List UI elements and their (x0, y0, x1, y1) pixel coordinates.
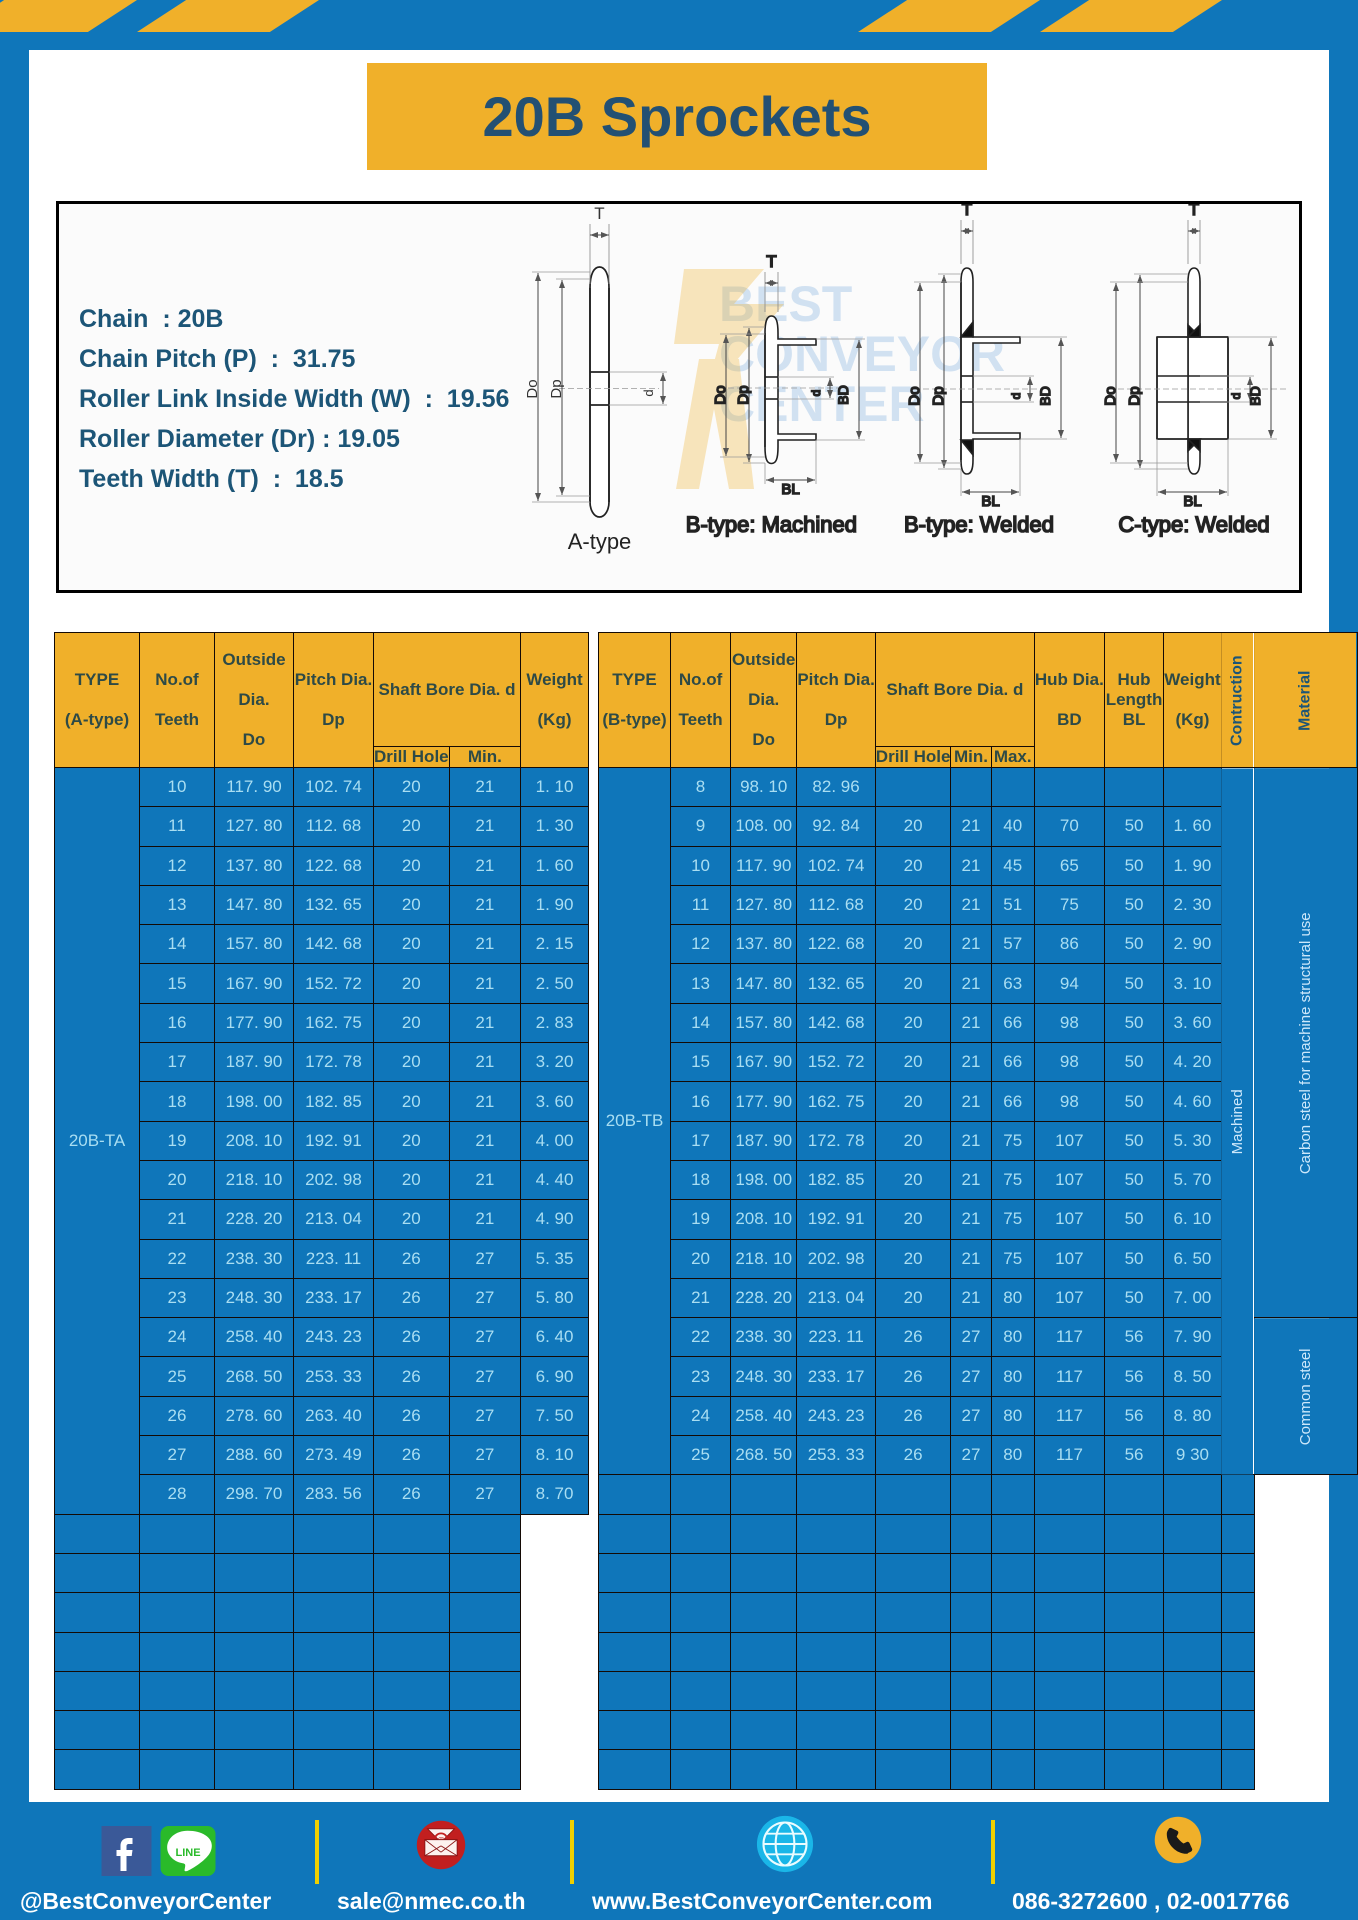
svg-text:T: T (766, 252, 776, 271)
svg-text:LINE: LINE (175, 1847, 200, 1859)
svg-text:Dp: Dp (548, 379, 565, 398)
svg-text:BD: BD (1037, 386, 1053, 405)
svg-text:BD: BD (835, 385, 851, 404)
svg-text:BL: BL (1183, 493, 1201, 510)
svg-text:Do: Do (906, 386, 923, 405)
svg-text:T: T (1189, 204, 1199, 219)
svg-text:BL: BL (781, 481, 799, 498)
svg-text:Do: Do (1102, 386, 1119, 405)
svg-text:Dp: Dp (1126, 386, 1143, 405)
svg-text:A-type: A-type (568, 529, 632, 554)
svg-text:C-type: Welded: C-type: Welded (1118, 512, 1269, 537)
svg-text:Do: Do (524, 379, 541, 398)
svg-text:B-type: Welded: B-type: Welded (904, 512, 1054, 537)
svg-text:d: d (1009, 393, 1023, 400)
svg-text:BD: BD (1247, 386, 1263, 405)
svg-text:B-type: Machined: B-type: Machined (686, 512, 857, 537)
svg-text:Do: Do (712, 385, 729, 404)
svg-text:d: d (641, 389, 656, 396)
svg-text:BL: BL (981, 493, 999, 510)
svg-text:Dp: Dp (735, 385, 752, 404)
svg-text:d: d (1229, 393, 1243, 400)
svg-text:d: d (809, 390, 823, 397)
svg-text:T: T (594, 204, 604, 223)
svg-text:Dp: Dp (930, 386, 947, 405)
svg-text:T: T (962, 204, 972, 219)
